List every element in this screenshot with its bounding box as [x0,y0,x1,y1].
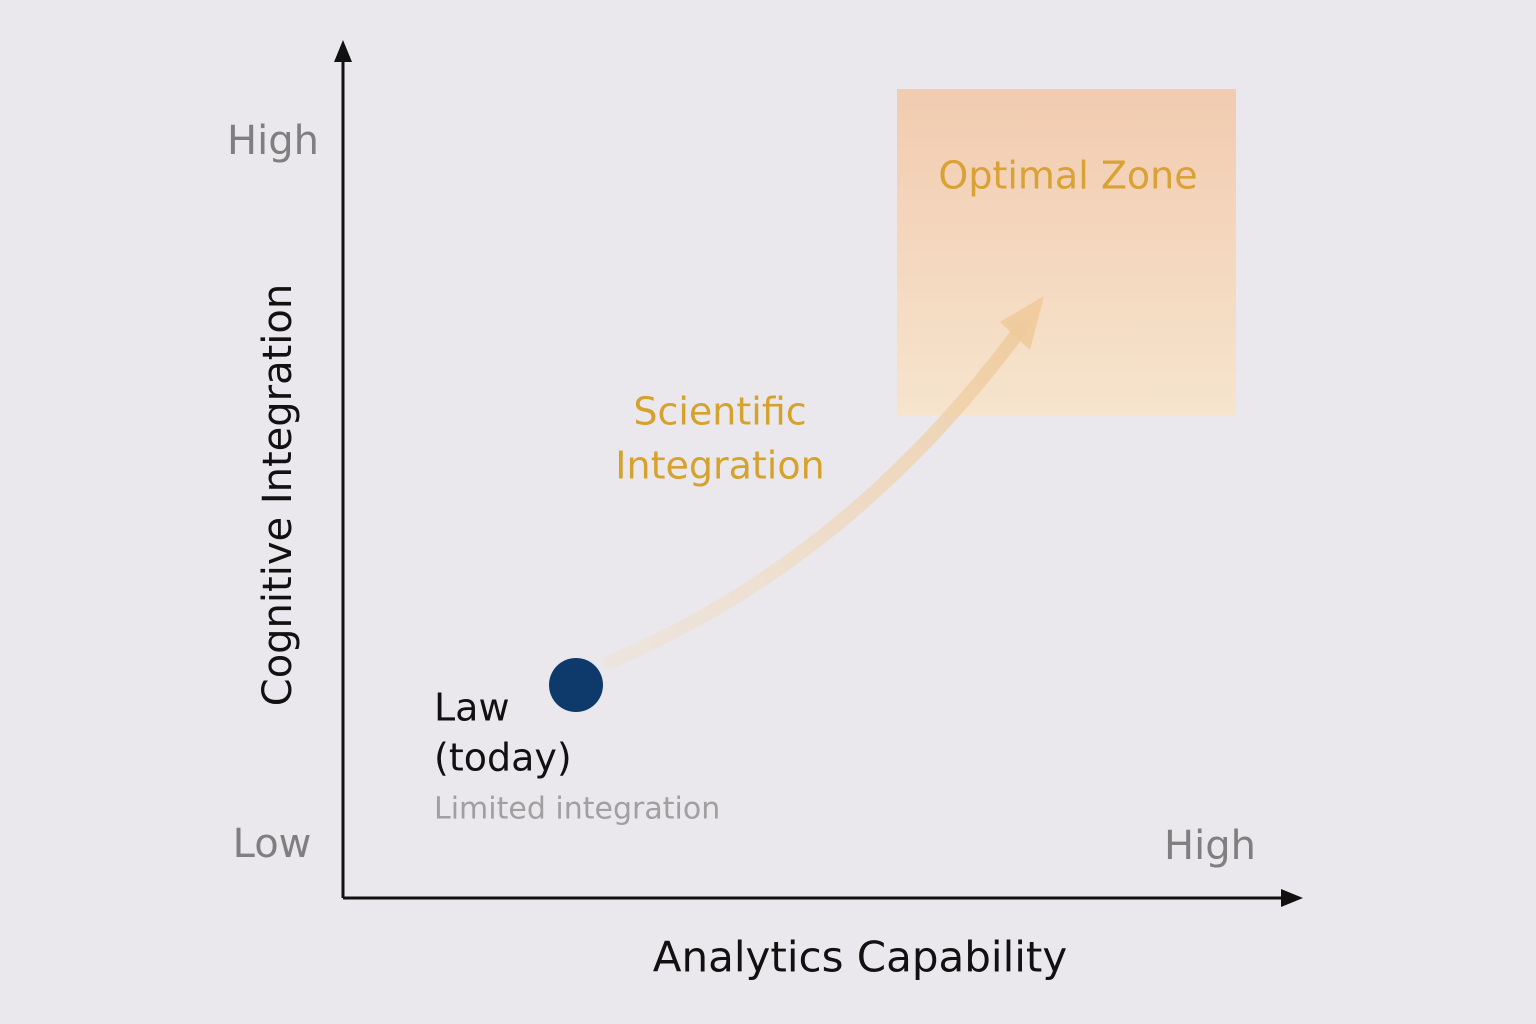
trajectory-arrow [603,323,1027,669]
y-axis-arrowhead [334,40,352,62]
y-high-label: High [227,118,319,164]
arrow-label: Scientific [633,390,806,434]
x-axis-arrowhead [1281,889,1303,907]
trajectory-arrowhead [1000,296,1044,350]
zone-label: Optimal Zone [938,154,1197,198]
optimal-zone [897,89,1236,415]
y-axis-title: Cognitive Integration [255,284,301,706]
x-axis-title: Analytics Capability [653,933,1068,982]
point-label: (today) [434,736,572,780]
arrow-label: Integration [615,444,824,488]
x-high-label: High [1164,823,1256,869]
y-low-label: Low [233,821,312,867]
law-point [549,658,603,712]
point-note: Limited integration [434,792,720,827]
point-label: Law [434,686,510,730]
